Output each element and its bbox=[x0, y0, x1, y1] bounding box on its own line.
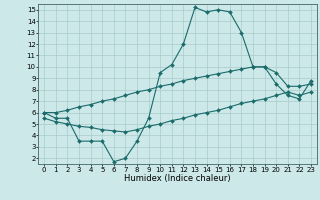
X-axis label: Humidex (Indice chaleur): Humidex (Indice chaleur) bbox=[124, 174, 231, 183]
